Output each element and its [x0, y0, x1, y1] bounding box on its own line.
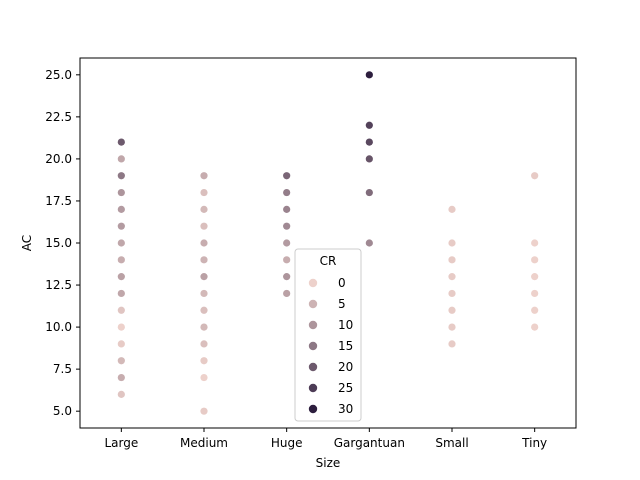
data-point	[448, 323, 456, 331]
y-axis: 5.0 7.5 10.0 12.5 15.0 17.5 20.0 22.5 25.0	[45, 68, 80, 418]
data-point	[200, 323, 208, 331]
data-point	[283, 222, 291, 230]
data-point	[117, 373, 125, 382]
y-tick-label: 20.0	[45, 152, 72, 166]
x-axis: Large Medium Huge Gargantuan Small Tiny	[104, 428, 547, 450]
data-point	[200, 340, 208, 348]
data-point	[117, 273, 125, 281]
data-point	[531, 256, 539, 264]
data-point	[200, 273, 208, 281]
legend-label: 15	[338, 339, 353, 353]
y-tick-label: 5.0	[53, 404, 72, 418]
legend-label: 20	[338, 360, 353, 374]
data-point	[200, 172, 208, 180]
data-point	[448, 306, 456, 314]
x-tick-label: Large	[104, 436, 138, 450]
data-point	[283, 256, 291, 264]
y-tick-label: 7.5	[53, 362, 72, 376]
data-point	[365, 138, 373, 146]
data-point	[117, 222, 125, 230]
data-point	[200, 205, 208, 213]
data-point	[448, 340, 456, 348]
data-point	[117, 323, 125, 331]
y-tick-label: 12.5	[45, 278, 72, 292]
data-point	[200, 222, 208, 230]
data-point	[448, 289, 456, 298]
y-tick-label: 17.5	[45, 194, 72, 208]
data-point	[448, 273, 456, 281]
legend-marker	[308, 320, 318, 330]
data-point	[365, 121, 373, 129]
legend-label: 25	[338, 381, 353, 395]
data-point	[117, 306, 125, 314]
data-point	[283, 239, 291, 247]
data-point	[117, 289, 125, 298]
data-point	[283, 188, 291, 197]
data-point	[200, 373, 208, 382]
legend-box	[294, 248, 362, 422]
legend-label: 5	[338, 297, 346, 311]
data-point	[117, 239, 125, 247]
data-point	[200, 357, 208, 365]
data-point	[117, 340, 125, 348]
x-tick-label: Huge	[271, 436, 303, 450]
data-point	[448, 256, 456, 264]
data-point	[365, 71, 373, 79]
legend: CR 0 5 10 15 20 25 30	[294, 248, 362, 422]
x-tick-label: Gargantuan	[334, 436, 405, 450]
points-layer	[117, 71, 539, 415]
data-point	[200, 256, 208, 264]
legend-marker	[308, 362, 318, 372]
legend-label: 0	[338, 276, 346, 290]
data-point	[200, 407, 208, 415]
data-point	[117, 138, 125, 146]
legend-items: 0 5 10 15 20 25 30	[308, 276, 353, 416]
x-tick-label: Medium	[180, 436, 228, 450]
y-tick-label: 10.0	[45, 320, 72, 334]
data-point	[283, 172, 291, 180]
data-point	[117, 256, 125, 264]
legend-marker	[308, 341, 318, 351]
data-point	[448, 205, 456, 213]
data-point	[117, 172, 125, 180]
data-point	[117, 390, 125, 398]
legend-title: CR	[320, 254, 337, 268]
data-point	[283, 289, 291, 298]
data-point	[283, 273, 291, 281]
y-tick-label: 15.0	[45, 236, 72, 250]
data-point	[117, 357, 125, 365]
data-point	[200, 306, 208, 314]
data-point	[531, 306, 539, 314]
data-point	[531, 289, 539, 298]
data-point	[365, 239, 373, 247]
legend-label: 10	[338, 318, 353, 332]
x-axis-title: Size	[316, 456, 341, 470]
legend-marker	[308, 278, 318, 288]
data-point	[365, 188, 373, 197]
data-point	[448, 239, 456, 247]
legend-label: 30	[338, 402, 353, 416]
y-axis-title: AC	[20, 235, 34, 251]
data-point	[200, 239, 208, 247]
data-point	[200, 188, 208, 197]
y-tick-label: 25.0	[45, 68, 72, 82]
data-point	[117, 155, 125, 163]
data-point	[531, 239, 539, 247]
data-point	[365, 155, 373, 163]
x-tick-label: Small	[435, 436, 468, 450]
y-tick-label: 22.5	[45, 110, 72, 124]
legend-marker	[308, 299, 318, 309]
legend-marker	[308, 383, 318, 393]
data-point	[531, 323, 539, 331]
data-point	[531, 273, 539, 281]
data-point	[283, 205, 291, 213]
legend-marker	[308, 404, 318, 414]
data-point	[200, 289, 208, 298]
data-point	[531, 172, 539, 180]
data-point	[117, 205, 125, 213]
data-point	[117, 188, 125, 197]
x-tick-label: Tiny	[521, 436, 547, 450]
